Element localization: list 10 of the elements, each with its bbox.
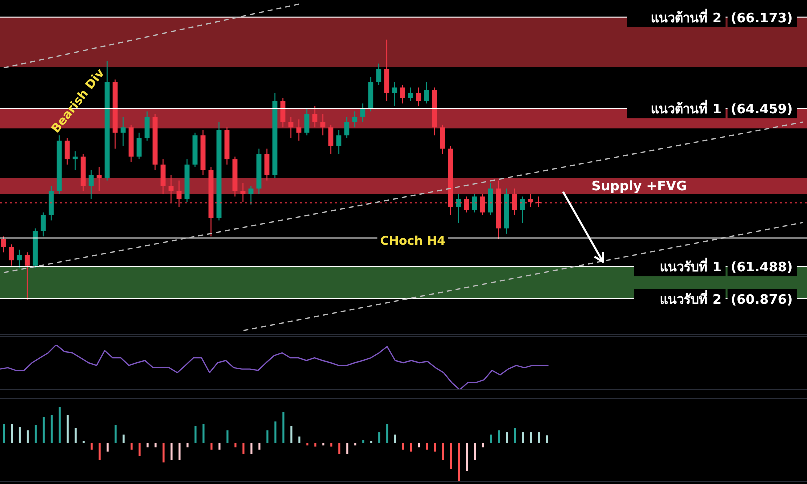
y-tick-label: (66.173) [730, 11, 793, 26]
ref-line-label: แนวต้านที่ 2 [651, 8, 722, 26]
y-tick-label: (64.459) [730, 102, 793, 118]
y-tick-label: (60.876) [730, 293, 793, 308]
y-tick-label: (61.488) [730, 260, 793, 276]
annotation: CHoch H4 [380, 234, 446, 248]
ref-line-label: แนวรับที่ 2 [660, 290, 722, 308]
ref-line-label: แนวต้านที่ 1 [651, 100, 722, 118]
band-label: Supply +FVG [592, 180, 687, 195]
ref-line-label: แนวรับที่ 1 [660, 258, 722, 276]
